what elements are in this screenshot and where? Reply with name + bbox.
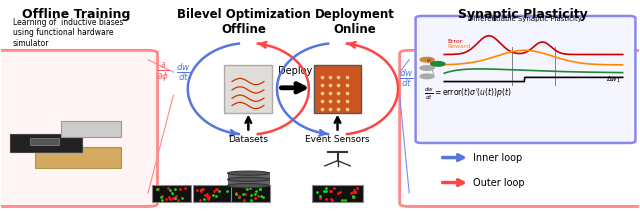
Text: Offline Training: Offline Training xyxy=(22,8,131,21)
Text: $\frac{\partial}{\partial\phi}$: $\frac{\partial}{\partial\phi}$ xyxy=(157,61,170,84)
Text: Inner loop: Inner loop xyxy=(473,153,522,162)
Circle shape xyxy=(420,74,434,79)
FancyBboxPatch shape xyxy=(152,185,191,202)
Circle shape xyxy=(431,62,445,66)
Text: $\frac{dw}{dt}$: $\frac{dw}{dt}$ xyxy=(399,68,413,89)
FancyBboxPatch shape xyxy=(225,65,272,113)
FancyBboxPatch shape xyxy=(312,185,363,202)
FancyBboxPatch shape xyxy=(231,185,270,202)
Text: Deployment
Online: Deployment Online xyxy=(315,8,395,36)
FancyBboxPatch shape xyxy=(30,138,59,145)
FancyBboxPatch shape xyxy=(0,50,157,207)
Text: Learning of  inductive biases
using functional hardware
simulator: Learning of inductive biases using funct… xyxy=(13,18,124,48)
FancyBboxPatch shape xyxy=(35,147,120,168)
FancyBboxPatch shape xyxy=(415,16,636,143)
Text: Differentiable Synaptic Plasticity: Differentiable Synaptic Plasticity xyxy=(468,16,582,22)
FancyBboxPatch shape xyxy=(314,65,362,113)
FancyBboxPatch shape xyxy=(399,50,640,207)
FancyBboxPatch shape xyxy=(228,178,269,185)
Text: $\frac{dw}{dt} = \mathrm{error}(t)\sigma'(u(t))p(t)$: $\frac{dw}{dt} = \mathrm{error}(t)\sigma… xyxy=(424,86,511,102)
Text: $\Delta w_1$: $\Delta w_1$ xyxy=(605,74,621,85)
Ellipse shape xyxy=(228,171,269,175)
FancyBboxPatch shape xyxy=(228,172,269,178)
FancyBboxPatch shape xyxy=(61,121,120,137)
Text: Reward: Reward xyxy=(447,44,471,49)
Text: Datasets: Datasets xyxy=(228,135,268,144)
Ellipse shape xyxy=(228,177,269,181)
Circle shape xyxy=(420,66,434,70)
Text: Event Sensors: Event Sensors xyxy=(305,135,370,144)
Circle shape xyxy=(420,57,434,62)
FancyBboxPatch shape xyxy=(193,185,232,202)
Text: Synaptic Plasticity: Synaptic Plasticity xyxy=(458,8,588,21)
Ellipse shape xyxy=(228,184,269,188)
FancyBboxPatch shape xyxy=(10,134,83,152)
Text: Outer loop: Outer loop xyxy=(473,177,525,188)
Text: $w$: $w$ xyxy=(426,57,433,64)
Text: Bilevel Optimization
Offline: Bilevel Optimization Offline xyxy=(177,8,310,36)
Text: Deploy: Deploy xyxy=(278,66,312,76)
Text: Error: Error xyxy=(447,39,463,44)
Text: $\frac{dw}{dt}$: $\frac{dw}{dt}$ xyxy=(175,61,190,83)
